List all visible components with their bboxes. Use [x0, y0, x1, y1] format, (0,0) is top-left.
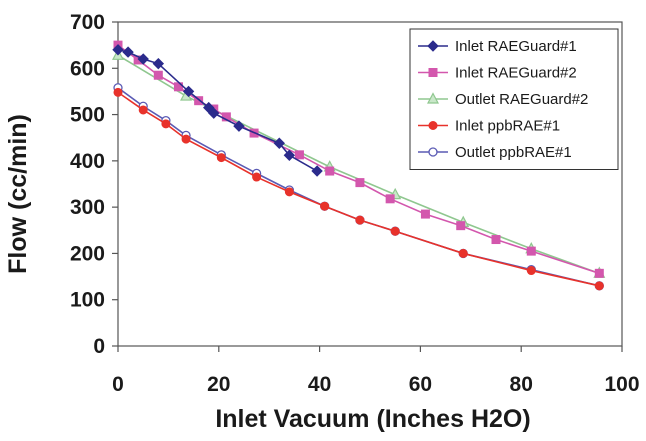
legend-item: Outlet ppbRAE#1: [418, 144, 572, 161]
legend-label: Inlet RAEGuard#2: [455, 65, 577, 82]
data-point: [152, 57, 165, 70]
data-point: [594, 268, 604, 278]
x-axis: 0 20 40 60 80 100: [112, 346, 640, 396]
data-point: [208, 107, 220, 119]
data-point: [122, 46, 134, 58]
data-point: [456, 221, 466, 231]
legend-label: Outlet ppbRAE#1: [455, 144, 572, 161]
data-point: [355, 178, 365, 188]
data-point: [283, 149, 296, 162]
legend-item: Inlet RAEGuard#1: [418, 38, 577, 55]
data-point: [491, 235, 501, 245]
data-point: [273, 137, 285, 149]
data-point: [320, 201, 330, 211]
y-tick-label: 600: [70, 57, 105, 80]
series-1: [112, 44, 323, 177]
data-point: [355, 215, 365, 225]
data-point: [526, 246, 536, 256]
y-tick-label: 100: [70, 289, 105, 312]
legend-item: Inlet RAEGuard#2: [418, 65, 577, 82]
legend-item: Inlet ppbRAE#1: [418, 118, 560, 135]
data-point: [390, 226, 400, 236]
data-point: [113, 87, 123, 97]
data-point: [294, 150, 304, 160]
data-point: [420, 209, 430, 219]
data-point: [325, 166, 335, 176]
data-point: [138, 105, 148, 115]
legend-label: Inlet RAEGuard#1: [455, 38, 577, 55]
y-tick-label: 200: [70, 242, 105, 265]
y-tick-label: 0: [93, 335, 105, 358]
data-point: [233, 120, 245, 132]
data-point: [526, 266, 536, 276]
series-layer: [112, 40, 606, 291]
legend-marker: [427, 92, 439, 104]
data-point: [194, 96, 204, 106]
data-point: [181, 134, 191, 144]
data-point: [137, 53, 149, 65]
x-tick-label: 80: [510, 373, 533, 396]
data-point: [216, 153, 226, 163]
data-point: [311, 165, 323, 177]
y-tick-label: 500: [70, 104, 105, 127]
y-axis-title: Flow (cc/min): [4, 114, 32, 274]
data-point: [182, 85, 195, 98]
legend: Inlet RAEGuard#1 Inlet RAEGuard#2 Outlet R…: [409, 28, 619, 170]
data-point: [458, 248, 468, 258]
data-point: [284, 187, 294, 197]
data-point: [161, 119, 171, 129]
x-tick-label: 40: [308, 373, 331, 396]
legend-marker: [428, 147, 438, 157]
legend-marker: [428, 68, 438, 77]
legend-marker: [428, 121, 438, 130]
x-tick-label: 0: [112, 373, 124, 396]
data-point: [385, 194, 395, 204]
series-4: [113, 87, 604, 291]
legend-marker: [427, 40, 439, 52]
legend-label: Inlet ppbRAE#1: [455, 118, 560, 135]
x-tick-label: 20: [207, 373, 230, 396]
legend-item: Outlet RAEGuard#2: [418, 91, 588, 108]
data-point: [112, 44, 124, 56]
y-tick-label: 400: [70, 150, 105, 173]
x-tick-label: 100: [604, 373, 639, 396]
x-axis-title: Inlet Vacuum (Inches H2O): [215, 405, 530, 433]
y-tick-label: 700: [70, 11, 105, 34]
data-point: [252, 172, 262, 182]
y-tick-label: 300: [70, 196, 105, 219]
legend-label: Outlet RAEGuard#2: [455, 91, 588, 108]
data-point: [153, 70, 163, 80]
y-axis: 0 100 200 300 400 500 600 700: [70, 11, 118, 358]
x-tick-label: 60: [409, 373, 432, 396]
data-point: [594, 281, 604, 291]
